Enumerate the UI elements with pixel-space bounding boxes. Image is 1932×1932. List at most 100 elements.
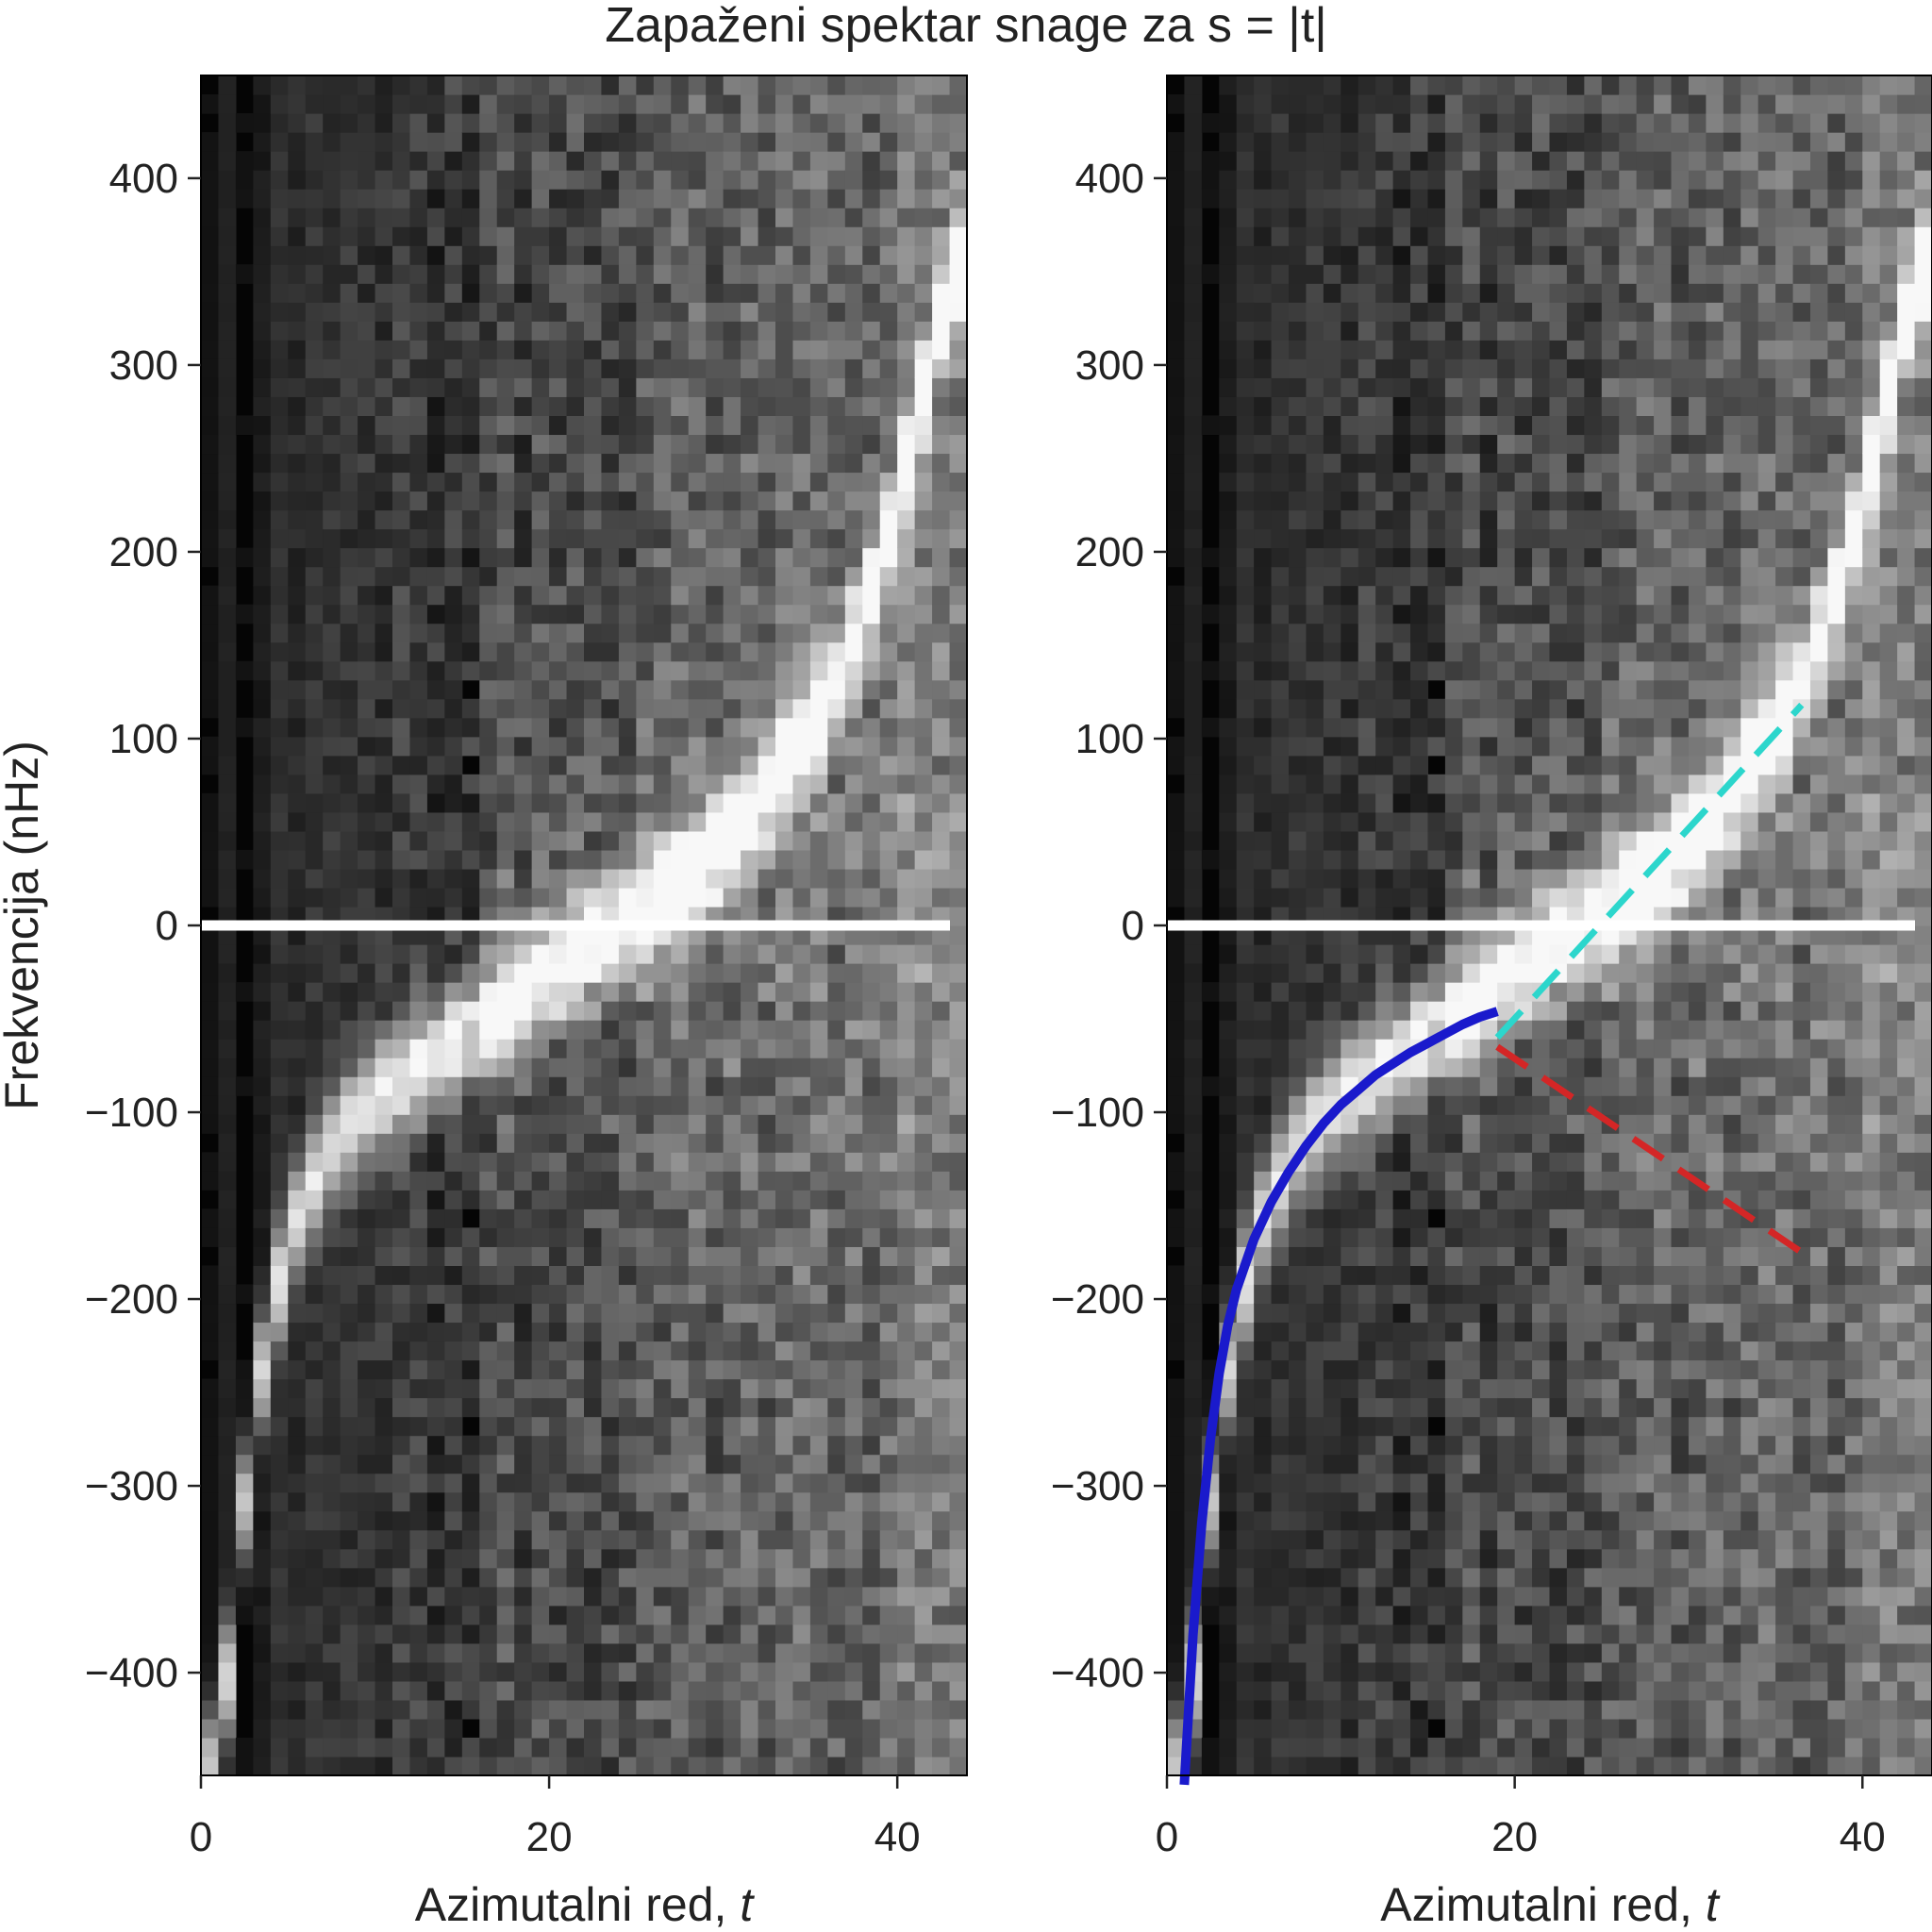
heatmap-cell <box>792 245 811 265</box>
heatmap-cell <box>218 849 237 870</box>
heatmap-cell <box>1306 830 1324 851</box>
heatmap-cell <box>1289 472 1307 492</box>
heatmap-cell <box>1236 1378 1255 1399</box>
heatmap-cell <box>879 1605 898 1625</box>
heatmap-cell <box>461 434 480 455</box>
heatmap-cell <box>531 170 550 190</box>
heatmap-cell <box>426 1227 445 1247</box>
heatmap-cell <box>461 1133 480 1153</box>
heatmap-cell <box>897 1341 916 1361</box>
heatmap-cell <box>1167 94 1186 114</box>
heatmap-cell <box>758 1661 776 1682</box>
heatmap-cell <box>741 132 759 152</box>
heatmap-cell <box>1341 1416 1359 1437</box>
heatmap-cell <box>1184 1152 1203 1172</box>
heatmap-cell <box>566 1756 585 1776</box>
heatmap-cell <box>706 132 724 152</box>
heatmap-cell <box>932 679 951 700</box>
heatmap-cell <box>741 1095 759 1115</box>
heatmap-cell <box>1271 830 1290 851</box>
heatmap-cell <box>358 1227 376 1247</box>
heatmap-cell <box>827 774 846 794</box>
heatmap-cell <box>549 585 568 606</box>
heatmap-cell <box>932 491 951 511</box>
heatmap-cell <box>409 453 428 474</box>
heatmap-cell <box>409 321 428 341</box>
heatmap-cell <box>844 1020 863 1040</box>
heatmap-cell <box>1375 1680 1394 1701</box>
heatmap-cell <box>932 623 951 643</box>
heatmap-cell <box>741 1680 759 1701</box>
heatmap-cell <box>671 1378 690 1399</box>
heatmap-cell <box>723 170 741 190</box>
heatmap-cell <box>340 944 358 964</box>
heatmap-cell <box>253 1416 272 1437</box>
heatmap-cell <box>323 509 341 530</box>
heatmap-cell <box>531 1397 550 1418</box>
heatmap-cell <box>792 963 811 983</box>
heatmap-cell <box>949 982 968 1002</box>
heatmap-cell <box>323 340 341 359</box>
heatmap-cell <box>1236 1586 1255 1607</box>
heatmap-cell <box>949 566 968 587</box>
heatmap-cell <box>879 1510 898 1531</box>
heatmap-cell <box>531 774 550 794</box>
heatmap-cell <box>1289 264 1307 284</box>
heatmap-cell <box>1254 830 1273 851</box>
heatmap-cell <box>671 641 690 662</box>
heatmap-cell <box>288 396 307 416</box>
heatmap-cell <box>531 491 550 511</box>
heatmap-cell <box>1375 1246 1394 1266</box>
heatmap-cell <box>1341 302 1359 322</box>
heatmap-cell <box>253 849 272 870</box>
heatmap-cell <box>426 1076 445 1096</box>
heatmap-cell <box>305 1058 324 1077</box>
heatmap-cell <box>949 792 968 813</box>
heatmap-cell <box>1184 566 1203 587</box>
heatmap-cell <box>444 547 463 568</box>
heatmap-cell <box>601 396 620 416</box>
heatmap-cell <box>844 528 863 549</box>
heatmap-cell <box>897 868 916 889</box>
heatmap-cell <box>758 1416 776 1437</box>
heatmap-cell <box>653 208 672 227</box>
heatmap-cell <box>496 1548 515 1569</box>
heatmap-cell <box>1357 1642 1376 1663</box>
heatmap-cell <box>792 226 811 246</box>
heatmap-cell <box>914 1095 933 1115</box>
heatmap-cell <box>288 245 307 265</box>
heatmap-cell <box>340 1020 358 1040</box>
heatmap-cell <box>914 1699 933 1720</box>
heatmap-cell <box>1341 1454 1359 1474</box>
heatmap-cell <box>392 377 411 397</box>
heatmap-cell <box>531 1680 550 1701</box>
heatmap-cell <box>775 1171 794 1191</box>
heatmap-cell <box>444 1265 463 1286</box>
heatmap-cell <box>479 1737 498 1757</box>
heatmap-cell <box>1167 1378 1186 1399</box>
heatmap-cell <box>949 774 968 794</box>
heatmap-cell <box>897 377 916 397</box>
heatmap-cell <box>636 1246 655 1266</box>
heatmap-cell <box>792 132 811 152</box>
heatmap-cell <box>706 340 724 359</box>
heatmap-cell <box>461 415 480 436</box>
heatmap-cell <box>844 1039 863 1058</box>
heatmap-cell <box>1306 472 1324 492</box>
heatmap-cell <box>618 396 637 416</box>
heatmap-cell <box>288 1718 307 1739</box>
heatmap-cell <box>879 1190 898 1209</box>
heatmap-cell <box>618 1473 637 1493</box>
heatmap-cell <box>949 963 968 983</box>
heatmap-cell <box>270 623 289 643</box>
heatmap-cell <box>879 585 898 606</box>
heatmap-cell <box>270 1020 289 1040</box>
heatmap-cell <box>1375 1378 1394 1399</box>
heatmap-cell <box>809 132 828 152</box>
heatmap-cell <box>792 1133 811 1153</box>
heatmap-cell <box>1236 189 1255 208</box>
heatmap-cell <box>218 321 237 341</box>
heatmap-cell <box>1341 1491 1359 1512</box>
heatmap-cell <box>1167 245 1186 265</box>
heatmap-cell <box>1236 94 1255 114</box>
